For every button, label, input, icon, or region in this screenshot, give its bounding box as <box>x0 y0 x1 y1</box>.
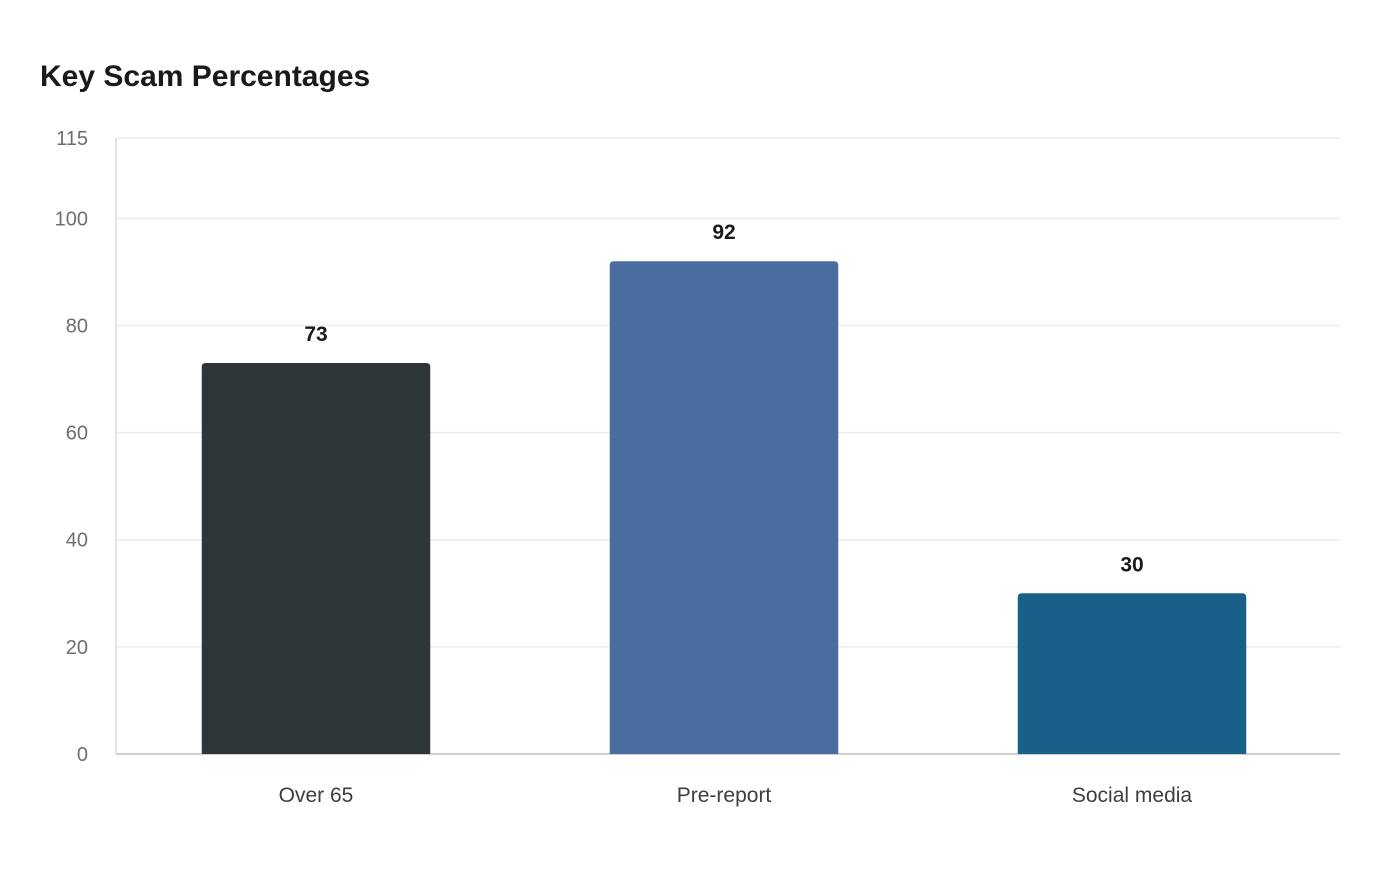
y-tick-label: 20 <box>66 637 88 659</box>
bar-value-label: 30 <box>1120 553 1143 576</box>
y-tick-label: 80 <box>66 315 88 337</box>
bar-pre-report <box>609 261 839 754</box>
bar-value-label: 73 <box>304 323 327 346</box>
y-tick-label: 60 <box>66 423 88 445</box>
x-tick-label: Pre-report <box>677 784 772 807</box>
y-tick-label: 0 <box>77 744 88 766</box>
bars <box>201 261 1247 754</box>
bar-over-65 <box>201 362 431 754</box>
y-tick-label: 115 <box>56 128 88 150</box>
y-tick-label: 100 <box>55 208 88 230</box>
labels: 0 20 40 60 80 100 115 73 Over 65 92 Pre-report 30 So… <box>55 128 1193 807</box>
bar-value-label: 92 <box>712 221 735 244</box>
x-tick-label: Over 65 <box>279 784 354 807</box>
x-tick-label: Social media <box>1072 784 1193 807</box>
bar-social-media <box>1017 593 1247 754</box>
y-tick-label: 40 <box>66 530 88 552</box>
chart-title: Key Scam Percentages <box>40 60 371 93</box>
